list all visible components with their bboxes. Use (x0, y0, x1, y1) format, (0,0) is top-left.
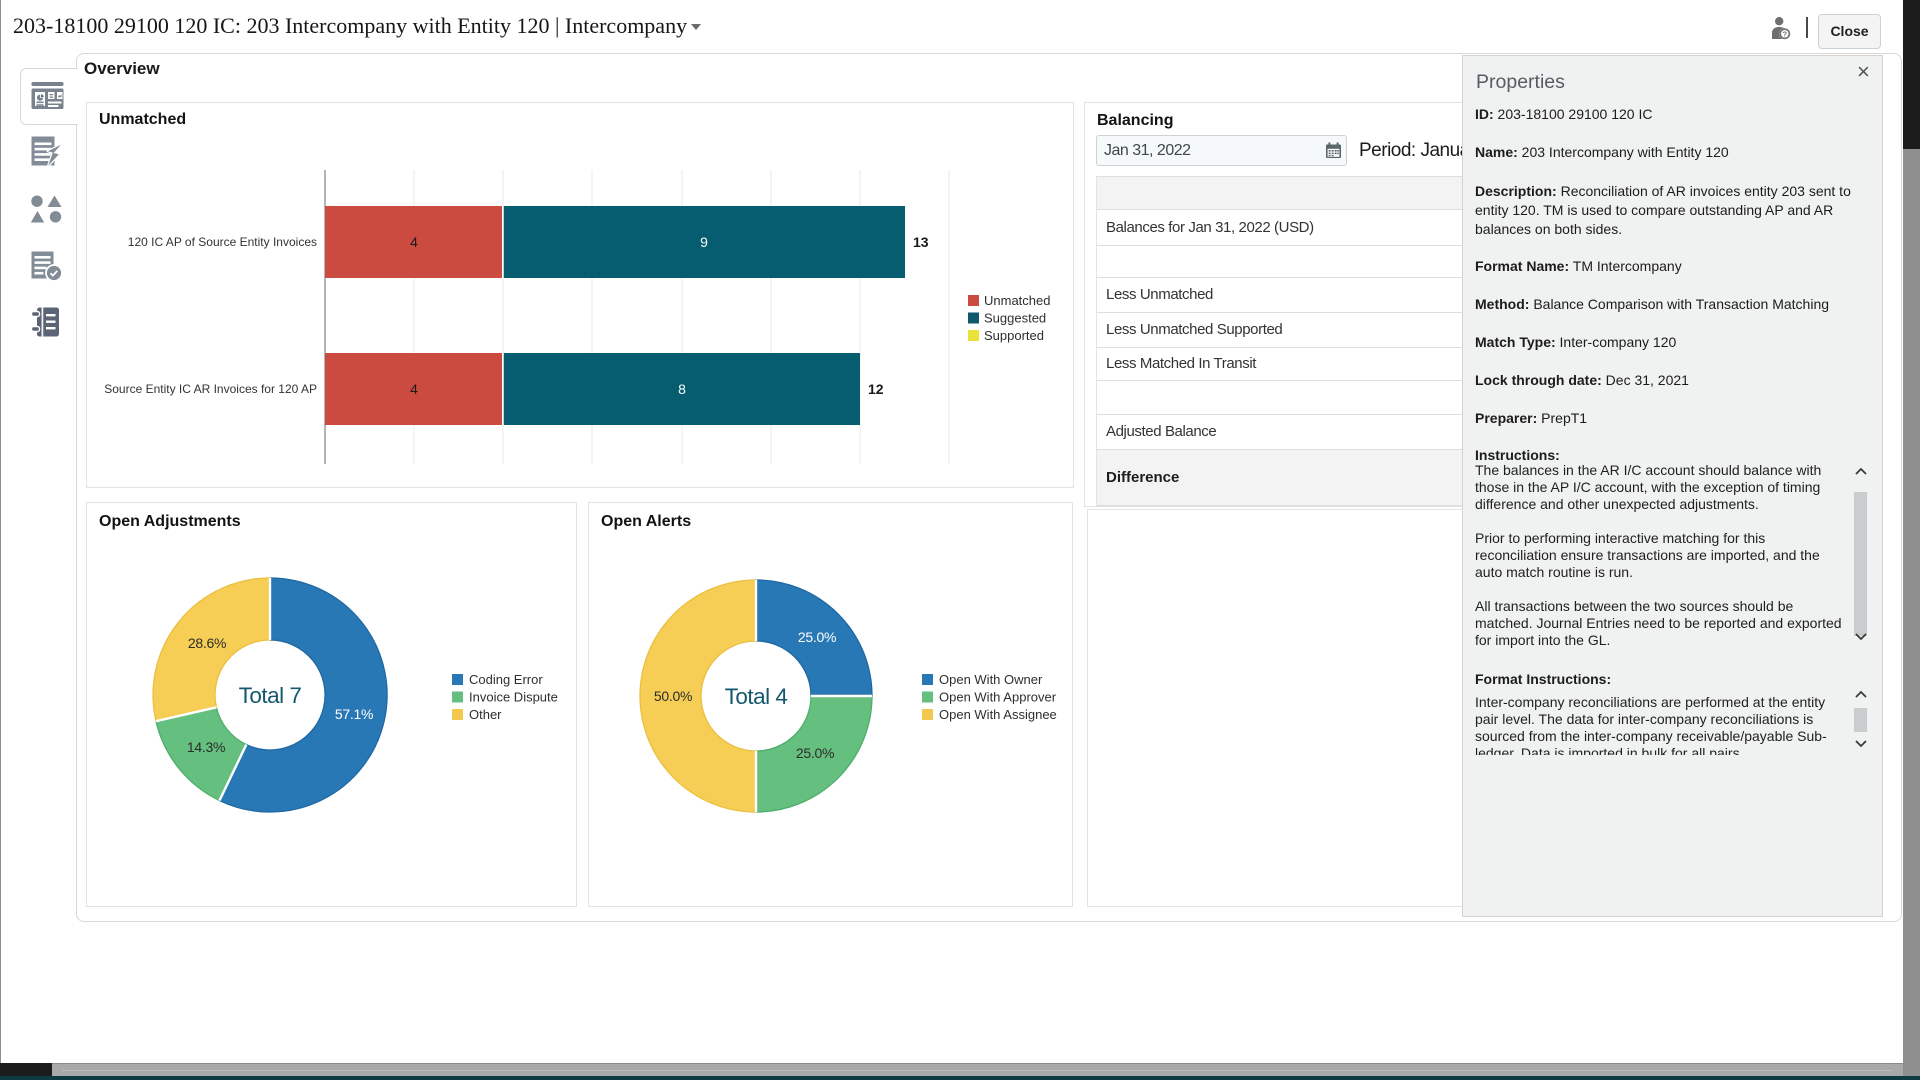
svg-text:25.0%: 25.0% (796, 745, 834, 761)
svg-text:?: ? (1783, 29, 1788, 38)
svg-text:12: 12 (868, 381, 884, 397)
svg-text:Unmatched: Unmatched (984, 293, 1050, 308)
svg-text:Source Entity IC AR Invoices f: Source Entity IC AR Invoices for 120 AP (104, 382, 317, 396)
svg-text:8: 8 (678, 381, 686, 397)
svg-text:25.0%: 25.0% (798, 629, 836, 645)
svg-text:Invoice Dispute: Invoice Dispute (469, 690, 558, 705)
svg-text:Open With Approver: Open With Approver (939, 690, 1057, 705)
svg-text:28.6%: 28.6% (188, 635, 226, 651)
svg-text:57.1%: 57.1% (335, 706, 373, 722)
svg-text:4: 4 (410, 234, 418, 250)
svg-text:Total 4: Total 4 (725, 684, 788, 709)
svg-text:Suggested: Suggested (984, 311, 1046, 326)
svg-text:9: 9 (700, 234, 708, 250)
svg-text:Total 7: Total 7 (239, 683, 302, 708)
svg-text:4: 4 (410, 381, 418, 397)
svg-text:Coding Error: Coding Error (469, 672, 543, 687)
svg-text:Open With Assignee: Open With Assignee (939, 707, 1057, 722)
svg-text:13: 13 (913, 234, 929, 250)
svg-text:120 IC AP of Source Entity Inv: 120 IC AP of Source Entity Invoices (128, 235, 317, 249)
svg-text:50.0%: 50.0% (654, 688, 692, 704)
svg-text:14.3%: 14.3% (187, 739, 225, 755)
svg-text:Supported: Supported (984, 328, 1044, 343)
svg-text:Other: Other (469, 707, 502, 722)
svg-text:Open With Owner: Open With Owner (939, 672, 1043, 687)
